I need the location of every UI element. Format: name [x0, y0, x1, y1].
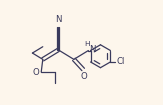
- Text: Cl: Cl: [117, 57, 125, 66]
- Text: N: N: [55, 15, 62, 24]
- Text: O: O: [81, 72, 88, 81]
- Text: O: O: [33, 68, 40, 77]
- Text: N: N: [89, 45, 95, 54]
- Text: H: H: [84, 41, 89, 47]
